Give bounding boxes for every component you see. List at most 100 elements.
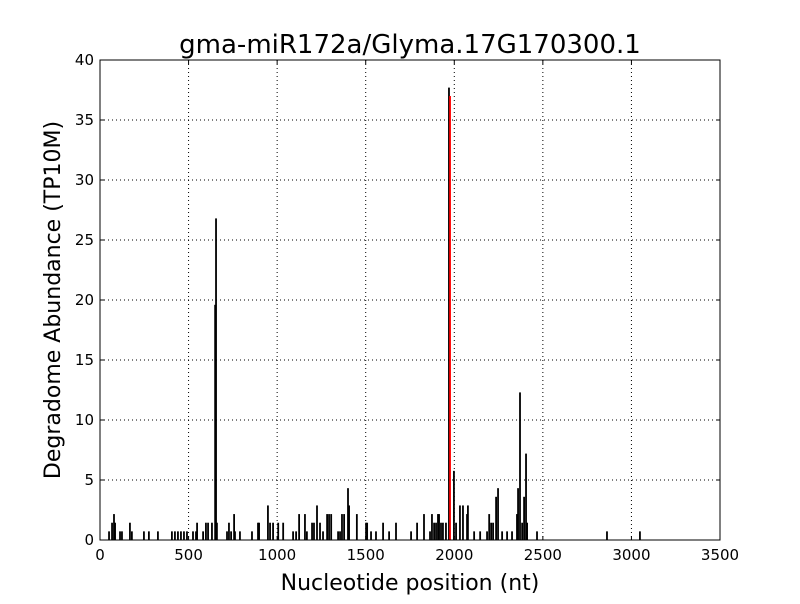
degradome-bar bbox=[497, 488, 499, 540]
degradome-bar bbox=[511, 531, 513, 540]
degradome-bar bbox=[343, 514, 346, 540]
degradome-bar bbox=[410, 531, 412, 540]
chart-title: gma-miR172a/Glyma.17G170300.1 bbox=[179, 30, 641, 60]
degradome-bar bbox=[442, 522, 444, 540]
degradome-bar bbox=[298, 514, 301, 540]
degradome-bar bbox=[174, 531, 176, 540]
degradome-bar bbox=[251, 531, 253, 540]
grid bbox=[100, 60, 720, 540]
degradome-bar bbox=[228, 522, 230, 540]
degradome-bar bbox=[328, 514, 330, 540]
x-tick-label: 3000 bbox=[612, 546, 650, 564]
degradome-bar bbox=[479, 531, 482, 540]
y-tick-label: 5 bbox=[84, 471, 94, 489]
x-tick-label: 2500 bbox=[524, 546, 562, 564]
degradome-bar bbox=[234, 531, 236, 540]
degradome-bar bbox=[519, 392, 521, 540]
degradome-bar bbox=[202, 531, 204, 540]
degradome-bar bbox=[437, 514, 439, 540]
degradome-bar bbox=[319, 522, 321, 540]
y-tick-label: 0 bbox=[84, 531, 94, 549]
degradome-bar bbox=[205, 522, 207, 540]
degradome-bar bbox=[423, 514, 425, 540]
degradome-bar bbox=[282, 522, 285, 540]
degradome-bar bbox=[370, 531, 372, 540]
degradome-bar bbox=[366, 522, 369, 540]
degradome-bar bbox=[330, 514, 333, 540]
degradome-bar bbox=[113, 514, 115, 540]
degradome-bar bbox=[606, 531, 608, 540]
y-tick-label: 25 bbox=[75, 231, 94, 249]
degradome-bar bbox=[416, 522, 418, 540]
degradome-bar bbox=[121, 531, 123, 540]
degradome-bar bbox=[230, 531, 232, 540]
degradome-bar bbox=[111, 522, 113, 540]
degradome-bar bbox=[490, 522, 493, 540]
degradome-bar bbox=[207, 522, 209, 540]
x-tick-label: 1500 bbox=[347, 546, 385, 564]
degradome-bar bbox=[517, 488, 519, 540]
degradome-bar bbox=[326, 514, 328, 540]
degradome-bar bbox=[348, 505, 350, 540]
degradome-bar bbox=[341, 514, 343, 540]
y-tick-label: 30 bbox=[75, 171, 94, 189]
degradome-bar bbox=[337, 531, 339, 540]
ticks: 0 500 1000 1500 2000 2500 3000 3500 0 5 10 15 20 25 30… bbox=[75, 51, 739, 564]
degradome-bar bbox=[455, 522, 457, 540]
degradome-bar bbox=[183, 531, 185, 540]
degradome-bar bbox=[488, 514, 491, 540]
x-axis-label: Nucleotide position (nt) bbox=[281, 571, 540, 596]
degradome-bar bbox=[233, 514, 235, 540]
degradome-bar bbox=[382, 522, 384, 540]
bars bbox=[108, 87, 641, 540]
degradome-bar bbox=[495, 496, 497, 540]
degradome-bar bbox=[277, 522, 280, 540]
degradome-bar bbox=[226, 531, 228, 540]
y-tick-label: 20 bbox=[75, 291, 94, 309]
x-tick-label: 2000 bbox=[435, 546, 473, 564]
target-site-bar bbox=[449, 96, 451, 540]
y-tick-label: 40 bbox=[75, 51, 94, 69]
degradome-bar bbox=[453, 470, 455, 540]
degradome-bar bbox=[525, 453, 527, 540]
degradome-bar bbox=[306, 531, 308, 540]
degradome-bar bbox=[216, 522, 218, 540]
degradome-bar bbox=[186, 531, 188, 540]
degradome-bar bbox=[486, 531, 488, 540]
degradome-bar bbox=[429, 531, 431, 540]
degradome-bar bbox=[304, 514, 306, 540]
degradome-bar bbox=[339, 531, 341, 540]
x-tick-label: 3500 bbox=[701, 546, 739, 564]
degradome-bar bbox=[473, 531, 476, 540]
degradome-bar bbox=[448, 87, 450, 540]
degradome-bar bbox=[516, 514, 518, 540]
degradome-bar bbox=[269, 522, 271, 540]
degradome-bar bbox=[267, 505, 269, 540]
y-axis-label: Degradome Abundance (TP10M) bbox=[41, 121, 66, 479]
degradome-bar bbox=[311, 522, 313, 540]
degradome-bar bbox=[215, 218, 217, 540]
degradome-bar bbox=[375, 531, 377, 540]
degradome-bar bbox=[467, 505, 469, 540]
degradome-bar bbox=[639, 531, 641, 540]
degradome-bar bbox=[445, 522, 447, 540]
degradome-bar bbox=[526, 522, 528, 540]
degradome-bar bbox=[388, 531, 390, 540]
degradome-bar bbox=[119, 531, 121, 540]
y-tick-label: 10 bbox=[75, 411, 94, 429]
degradome-bar bbox=[196, 522, 198, 540]
degradome-bar bbox=[521, 522, 524, 540]
degradome-bar bbox=[355, 514, 358, 540]
x-tick-label: 500 bbox=[174, 546, 203, 564]
degradome-bar bbox=[506, 531, 508, 540]
degradome-bar bbox=[192, 531, 194, 540]
degradome-bar bbox=[536, 531, 538, 540]
degradome-bar bbox=[195, 531, 197, 540]
degradome-bar bbox=[440, 522, 442, 540]
degradome-bar bbox=[180, 531, 182, 540]
degradome-bar bbox=[272, 522, 274, 540]
degradome-bar bbox=[295, 531, 297, 540]
degradome-bar bbox=[395, 522, 397, 540]
degradome-bar bbox=[438, 514, 440, 540]
